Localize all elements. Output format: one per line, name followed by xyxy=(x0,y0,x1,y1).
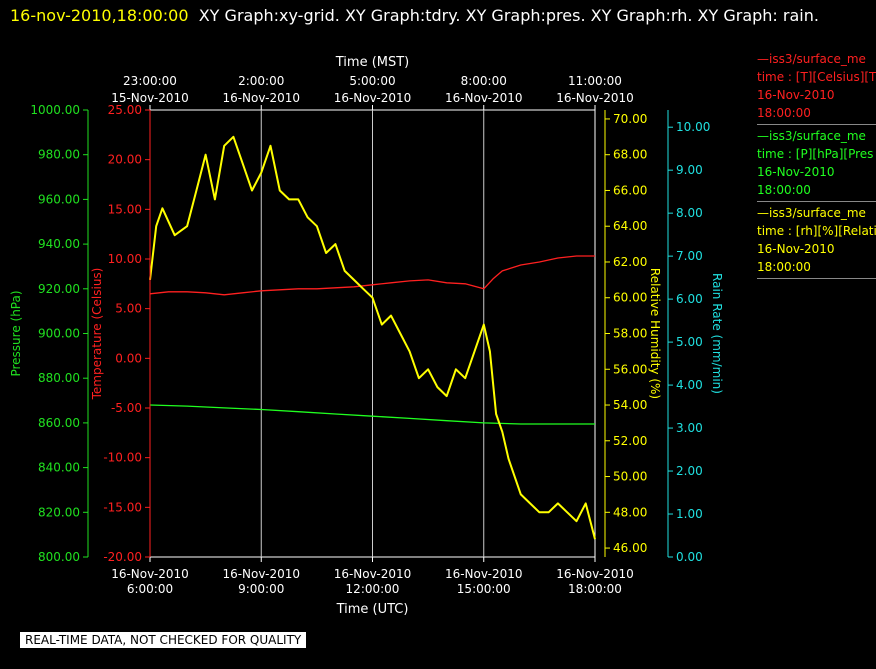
x-top-tick-date: 16-Nov-2010 xyxy=(222,91,300,105)
temperature-tick-label: 15.00 xyxy=(108,202,142,216)
temperature-tick-label: -10.00 xyxy=(103,451,142,465)
rain-tick-label: 10.00 xyxy=(676,120,710,134)
pressure-tick-label: 1000.00 xyxy=(30,103,80,117)
temperature-series-line xyxy=(149,255,595,296)
temperature-tick-label: -20.00 xyxy=(103,550,142,564)
rh-tick-label: 48.00 xyxy=(613,505,647,519)
rain-tick-label: 8.00 xyxy=(676,206,703,220)
rh-tick-label: 50.00 xyxy=(613,470,647,484)
legend-entry-pressure: —iss3/surface_me time : [P][hPa][Pres 16… xyxy=(757,127,876,202)
pressure-tick-label: 900.00 xyxy=(38,327,80,341)
legend-date: 16-Nov-2010 xyxy=(757,242,835,256)
legend-source: —iss3/surface_me xyxy=(757,206,866,220)
rain-tick-label: 5.00 xyxy=(676,335,703,349)
rh-series-line xyxy=(149,135,596,540)
grid xyxy=(260,110,485,557)
pressure-tick-label: 960.00 xyxy=(38,192,80,206)
x-top-tick-date: 16-Nov-2010 xyxy=(334,91,412,105)
x-bottom-tick-time: 15:00:00 xyxy=(457,582,511,596)
legend-entry-rh: —iss3/surface_me time : [rh][%][Relati 1… xyxy=(757,204,876,279)
rh-axis-label: Relative Humidity (%) xyxy=(648,268,662,399)
rh-tick-label: 68.00 xyxy=(613,148,647,162)
legend: —iss3/surface_me time : [T][Celsius][T 1… xyxy=(757,50,876,281)
rain-tick-label: 1.00 xyxy=(676,507,703,521)
pressure-tick-label: 940.00 xyxy=(38,237,80,251)
rain-tick-label: 9.00 xyxy=(676,163,703,177)
legend-entry-temperature: —iss3/surface_me time : [T][Celsius][T 1… xyxy=(757,50,876,125)
rh-tick-label: 58.00 xyxy=(613,327,647,341)
pressure-axis-label: Pressure (hPa) xyxy=(9,290,23,376)
rh-tick-label: 64.00 xyxy=(613,219,647,233)
x-bottom-tick-time: 12:00:00 xyxy=(346,582,400,596)
rain-axis-label: Rain Rate (mm/min) xyxy=(710,273,724,394)
rh-tick-label: 52.00 xyxy=(613,434,647,448)
x-top-axis-label: Time (MST) xyxy=(335,55,410,70)
legend-time: 18:00:00 xyxy=(757,183,811,197)
temperature-tick-label: 10.00 xyxy=(108,252,142,266)
x-bottom-tick-date: 16-Nov-2010 xyxy=(334,567,412,581)
rh-tick-label: 66.00 xyxy=(613,183,647,197)
rain-tick-label: 0.00 xyxy=(676,550,703,564)
rain-tick-label: 7.00 xyxy=(676,249,703,263)
x-bottom-tick-time: 18:00:00 xyxy=(568,582,622,596)
graph-list: XY Graph:xy-grid. XY Graph:tdry. XY Grap… xyxy=(198,6,819,25)
x-top-tick-time: 2:00:00 xyxy=(238,74,284,88)
rain-tick-label: 4.00 xyxy=(676,378,703,392)
temperature-tick-label: 0.00 xyxy=(115,351,142,365)
pressure-tick-label: 980.00 xyxy=(38,148,80,162)
pressure-tick-label: 860.00 xyxy=(38,416,80,430)
x-bottom-tick-time: 9:00:00 xyxy=(238,582,284,596)
legend-variable: time : [P][hPa][Pres xyxy=(757,147,874,161)
rain-tick-label: 6.00 xyxy=(676,292,703,306)
series-layer xyxy=(149,135,596,540)
quality-notice: REAL-TIME DATA, NOT CHECKED FOR QUALITY xyxy=(20,632,307,648)
temperature-tick-label: 25.00 xyxy=(108,103,142,117)
legend-date: 16-Nov-2010 xyxy=(757,165,835,179)
timestamp: 16-nov-2010,18:00:00 xyxy=(10,6,189,25)
rain-tick-label: 2.00 xyxy=(676,464,703,478)
rh-tick-label: 60.00 xyxy=(613,291,647,305)
legend-variable: time : [T][Celsius][T xyxy=(757,70,876,84)
temperature-tick-label: 5.00 xyxy=(115,302,142,316)
rh-tick-label: 54.00 xyxy=(613,398,647,412)
legend-source: —iss3/surface_me xyxy=(757,52,866,66)
x-top-tick-time: 11:00:00 xyxy=(568,74,622,88)
rh-tick-label: 62.00 xyxy=(613,255,647,269)
x-top-tick-date: 15-Nov-2010 xyxy=(111,91,189,105)
rh-tick-label: 56.00 xyxy=(613,362,647,376)
x-bottom-tick-time: 6:00:00 xyxy=(127,582,173,596)
x-top-tick-date: 16-Nov-2010 xyxy=(445,91,523,105)
x-bottom-tick-date: 16-Nov-2010 xyxy=(111,567,189,581)
temperature-tick-label: -15.00 xyxy=(103,500,142,514)
pressure-tick-label: 880.00 xyxy=(38,371,80,385)
x-top-tick-time: 23:00:00 xyxy=(123,74,177,88)
legend-variable: time : [rh][%][Relati xyxy=(757,224,876,238)
pressure-tick-label: 820.00 xyxy=(38,505,80,519)
x-bottom-axis-label: Time (UTC) xyxy=(336,602,409,617)
pressure-tick-label: 800.00 xyxy=(38,550,80,564)
rh-tick-label: 46.00 xyxy=(613,541,647,555)
legend-source: —iss3/surface_me xyxy=(757,129,866,143)
x-top-tick-date: 16-Nov-2010 xyxy=(556,91,634,105)
pressure-series-line xyxy=(149,404,595,425)
legend-time: 18:00:00 xyxy=(757,260,811,274)
temperature-tick-label: 20.00 xyxy=(108,153,142,167)
rain-tick-label: 3.00 xyxy=(676,421,703,435)
temperature-axis-label: Temperature (Celsius) xyxy=(90,268,104,401)
pressure-tick-label: 840.00 xyxy=(38,461,80,475)
temperature-tick-label: -5.00 xyxy=(111,401,142,415)
x-bottom-tick-date: 16-Nov-2010 xyxy=(445,567,523,581)
title-bar: 16-nov-2010,18:00:00 XY Graph:xy-grid. X… xyxy=(10,2,860,30)
x-top-tick-time: 5:00:00 xyxy=(349,74,395,88)
legend-date: 16-Nov-2010 xyxy=(757,88,835,102)
x-bottom-tick-date: 16-Nov-2010 xyxy=(556,567,634,581)
axes-layer: 16-Nov-20106:00:0023:00:0015-Nov-201016-… xyxy=(9,55,724,617)
rh-tick-label: 70.00 xyxy=(613,112,647,126)
x-top-tick-time: 8:00:00 xyxy=(461,74,507,88)
pressure-tick-label: 920.00 xyxy=(38,282,80,296)
x-bottom-tick-date: 16-Nov-2010 xyxy=(222,567,300,581)
legend-time: 18:00:00 xyxy=(757,106,811,120)
